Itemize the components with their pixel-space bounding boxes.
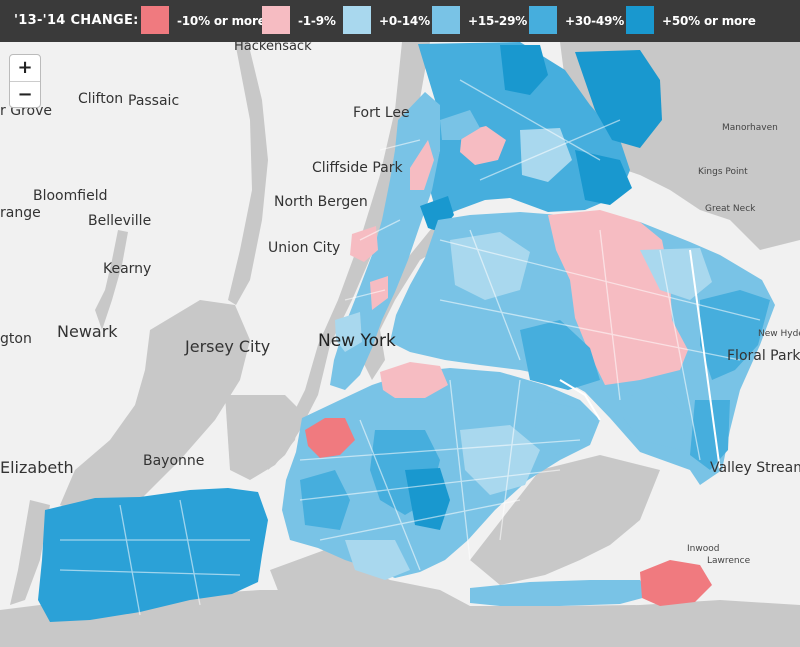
region-staten-island [38,488,268,622]
label-orange: range [0,205,41,221]
label-jersey-city: Jersey City [184,337,270,356]
label-cliffside-park: Cliffside Park [312,160,403,176]
label-manorhaven: Manorhaven [722,123,778,133]
newark-bay [60,300,250,520]
hudson-river [268,42,430,470]
legend-label-minus1-9: -1-9% [298,14,336,28]
atlantic-ocean [470,600,800,647]
legend-swatch-plus15-29 [432,6,460,34]
legend-swatch-minus1-9 [262,6,290,34]
lower-bay [270,548,470,647]
label-fort-lee: Fort Lee [353,105,410,121]
label-floral-park: Floral Park [727,348,800,364]
legend-label-plus30-49: +30-49% [565,14,625,28]
label-great-neck: Great Neck [705,204,756,214]
label-new-hyde: New Hyde [758,329,800,339]
label-passaic: Passaic [128,93,179,109]
legend-swatch-minus10 [141,6,169,34]
map-canvas[interactable]: Hackensack Clifton Passaic r Grove Fort … [0,42,800,647]
label-valley-stream: Valley Stream [710,460,800,476]
legend-label-plus15-29: +15-29% [468,14,528,28]
zoom-control: + − [9,54,41,108]
label-hackensack: Hackensack [234,42,312,54]
arthur-kill [10,500,50,605]
label-elizabeth: Elizabeth [0,458,74,477]
boundary-lines [559,249,721,471]
legend-label-plus50: +50% or more [662,14,756,28]
label-kings-point: Kings Point [698,167,748,177]
label-bloomfield: Bloomfield [33,188,107,204]
label-new-york: New York [318,331,396,351]
region-bronx [418,42,662,218]
legend-title: '13-'14 CHANGE: [14,13,139,28]
label-inwood: Inwood [687,544,719,554]
label-bayonne: Bayonne [143,453,204,469]
upper-bay [225,395,300,480]
label-newark: Newark [57,322,118,341]
legend-label-plus0-14: +0-14% [379,14,430,28]
small-place-labels: Manorhaven Kings Point Great Neck New Hy… [687,123,800,566]
label-union-city: Union City [268,240,340,256]
label-clifton: Clifton [78,91,123,107]
legend-swatch-plus0-14 [343,6,371,34]
water-bodies [0,42,800,647]
legend-bar: '13-'14 CHANGE: -10% or more -1-9% +0-14… [0,0,800,42]
label-lawrence: Lawrence [707,556,751,566]
label-north-bergen: North Bergen [274,194,368,210]
label-belleville: Belleville [88,213,151,229]
legend-swatch-plus50 [626,6,654,34]
passaic-river [95,230,128,330]
label-arlington: gton [0,331,32,347]
hackensack-river [228,42,268,305]
label-kearny: Kearny [103,261,151,277]
zoom-out-button[interactable]: − [10,81,40,108]
legend-label-minus10: -10% or more [177,14,266,28]
jamaica-bay [470,455,660,585]
region-queens [390,210,775,485]
region-rockaway [470,560,712,606]
legend-swatch-plus30-49 [529,6,557,34]
zoom-in-button[interactable]: + [17,57,33,78]
street-lines [59,79,761,616]
